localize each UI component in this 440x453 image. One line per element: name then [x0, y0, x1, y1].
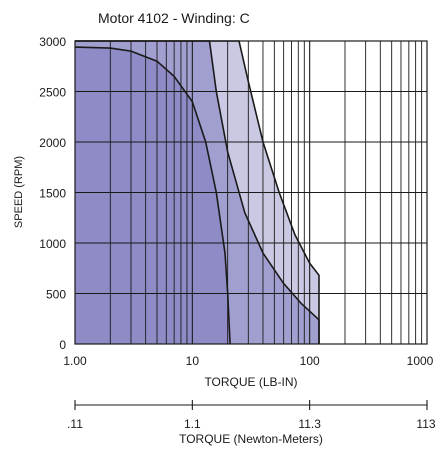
- boundary-curve-3: [74, 46, 231, 345]
- x-tick-label: 1.00: [63, 354, 87, 368]
- secondary-tick-label: .11: [67, 417, 83, 431]
- y-axis-label: SPEED (RPM): [13, 156, 25, 228]
- chart-title: Motor 4102 - Winding: C: [98, 10, 250, 26]
- y-tick-label: 3000: [39, 35, 66, 49]
- boundary-curve-2: [75, 40, 320, 344]
- secondary-axis: .11 1.1 11.3 113: [67, 400, 436, 431]
- x-axis-label: TORQUE (LB-IN): [204, 375, 297, 389]
- y-tick-label: 2500: [39, 86, 66, 100]
- y-tick-label: 0: [59, 338, 66, 352]
- chart-curves: [74, 40, 320, 345]
- y-tick-label: 2000: [39, 136, 66, 150]
- y-tick-label: 500: [46, 288, 66, 302]
- chart-grid: [75, 41, 427, 344]
- secondary-tick-label: 11.3: [298, 417, 321, 431]
- y-tick-label: 1500: [39, 187, 66, 201]
- region-3: [75, 47, 231, 344]
- x-tick-label: 100: [300, 354, 320, 368]
- x-tick-label: 10: [186, 354, 200, 368]
- secondary-tick-label: 113: [416, 417, 435, 431]
- x-tick-label: 1000: [407, 354, 434, 368]
- secondary-axis-label: TORQUE (Newton-Meters): [179, 432, 323, 446]
- secondary-tick-label: 1.1: [184, 417, 201, 431]
- y-tick-labels: 0 500 1000 1500 2000 2500 3000: [39, 35, 66, 352]
- y-tick-label: 1000: [39, 237, 66, 251]
- chart-areas: [75, 41, 319, 344]
- plot-frame: [74, 40, 428, 345]
- x-tick-labels: 1.00 10 100 1000: [63, 354, 433, 368]
- boundary-curve-1: [75, 40, 320, 344]
